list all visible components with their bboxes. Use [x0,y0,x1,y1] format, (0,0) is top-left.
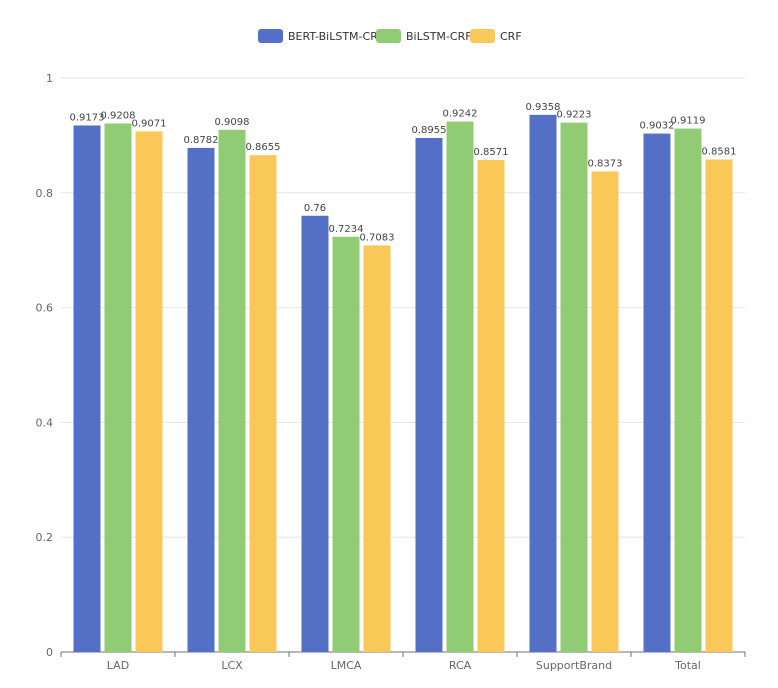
bar [249,155,277,652]
x-axis: LAD LCX LMCA RCA SupportBrand Total [60,651,746,672]
x-tick-label: LAD [107,659,129,672]
legend: BERT-BiLSTM-CRF BiLSTM-CRF CRF [258,29,522,43]
legend-swatch [258,29,283,43]
data-label: 0.9242 [443,109,478,120]
data-label: 0.8782 [184,135,219,146]
data-label: 0.9098 [215,117,250,128]
y-tick-label: 0.2 [36,531,54,544]
bar [643,133,671,652]
data-label: 0.9358 [526,102,561,113]
bar [529,114,557,652]
data-label: 0.8571 [474,147,509,158]
bar [415,137,443,652]
y-tick-label: 1 [46,72,53,85]
data-label: 0.8655 [246,142,281,153]
bar [135,131,163,653]
bar [446,121,474,652]
y-tick-label: 0.4 [36,416,54,429]
legend-label: BERT-BiLSTM-CRF [288,30,384,43]
data-label: 0.9071 [132,118,167,129]
data-label: 0.7083 [360,232,395,243]
bar [674,128,702,652]
y-tick-label: 0.8 [36,187,54,200]
y-tick-label: 0 [46,646,53,659]
bar [705,159,733,652]
bar [332,236,360,652]
x-tick-label: Total [674,659,701,672]
data-label: 0.8581 [702,146,737,157]
legend-label: CRF [500,30,522,43]
bar [301,215,329,652]
bars [73,114,733,653]
grid [61,77,745,538]
y-tick-label: 0.6 [36,302,54,315]
data-labels: 0.9173 0.8782 0.76 0.8955 0.9358 0.9032 0.9208… [70,102,737,244]
data-label: 0.7234 [329,224,364,235]
x-tick-label: SupportBrand [536,659,612,672]
bar [218,129,246,653]
bar [73,125,101,653]
bar [477,160,505,652]
legend-label: BiLSTM-CRF [406,30,472,43]
data-label: 0.8373 [588,158,623,169]
bar [187,147,215,652]
legend-swatch [376,29,401,43]
x-tick-label: RCA [449,659,472,672]
data-label: 0.9173 [70,112,105,123]
data-label: 0.8955 [412,125,447,136]
data-label: 0.76 [304,203,326,214]
y-axis: 0 0.2 0.4 0.6 0.8 1 [36,72,54,659]
data-label: 0.9208 [101,110,136,121]
data-label: 0.9032 [640,121,675,132]
bar [591,171,619,652]
x-tick-label: LMCA [331,659,362,672]
bar [560,122,588,653]
bar [363,245,391,653]
legend-swatch [470,29,495,43]
bar [104,123,132,652]
data-label: 0.9223 [557,110,592,121]
x-tick-label: LCX [221,659,243,672]
data-label: 0.9119 [671,116,706,127]
